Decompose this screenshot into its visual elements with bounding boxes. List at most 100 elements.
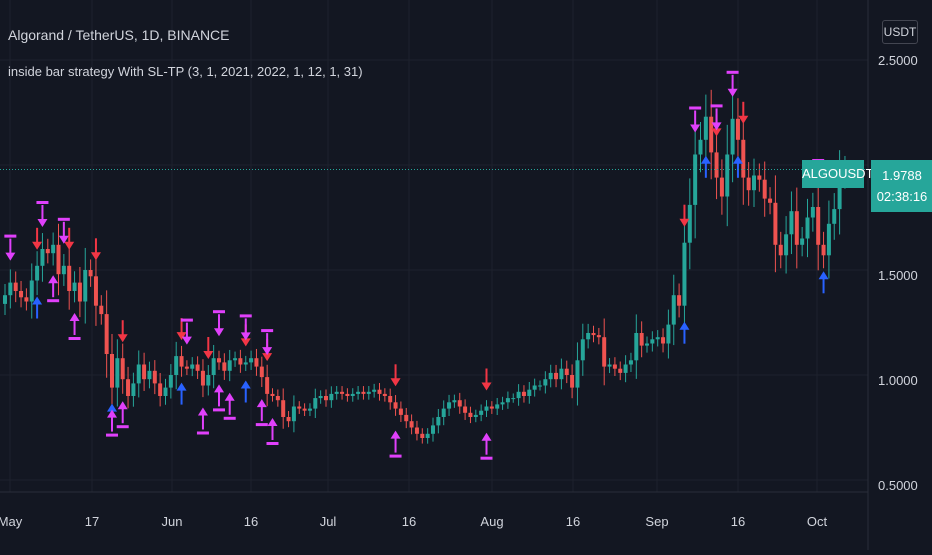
candle-body bbox=[270, 393, 275, 396]
candle bbox=[538, 380, 542, 391]
candle bbox=[270, 388, 275, 402]
candle-body bbox=[318, 396, 323, 399]
x-tick-label: Sep bbox=[645, 514, 669, 529]
strategy-level-marker bbox=[213, 310, 225, 314]
candle bbox=[794, 187, 799, 269]
buy-signal-arrow bbox=[32, 296, 43, 319]
exit-signal-arrow bbox=[267, 418, 278, 440]
candle-body bbox=[350, 393, 355, 396]
candle-body bbox=[19, 291, 24, 298]
candle bbox=[238, 349, 243, 373]
x-tick-label: May bbox=[0, 514, 23, 529]
candle-body bbox=[211, 358, 216, 375]
candle bbox=[495, 397, 500, 416]
candle-body bbox=[297, 406, 302, 409]
candle-body bbox=[222, 362, 227, 371]
candle bbox=[800, 227, 805, 257]
candle-body bbox=[826, 223, 831, 256]
candle-body bbox=[741, 139, 746, 178]
candle-body bbox=[45, 249, 50, 254]
candle-body bbox=[800, 238, 805, 245]
candle bbox=[217, 350, 221, 370]
candle-body bbox=[56, 244, 61, 275]
x-tick-label: Aug bbox=[480, 514, 504, 529]
candle bbox=[489, 401, 494, 414]
candle-body bbox=[414, 427, 419, 434]
candle-body bbox=[773, 202, 778, 245]
candle-body bbox=[409, 421, 414, 428]
candle-body bbox=[227, 360, 232, 371]
candle bbox=[254, 348, 259, 376]
candle-body bbox=[837, 175, 842, 210]
candle bbox=[77, 267, 82, 318]
candle bbox=[281, 388, 286, 429]
candle-body bbox=[538, 385, 542, 387]
candle-body bbox=[243, 362, 248, 365]
candle bbox=[324, 389, 328, 407]
candle-body bbox=[51, 244, 56, 254]
candle bbox=[334, 386, 339, 400]
candle bbox=[404, 407, 409, 429]
candle-body bbox=[436, 417, 441, 426]
candle bbox=[345, 388, 350, 402]
sell-signal-arrow bbox=[390, 364, 401, 387]
candle-body bbox=[784, 234, 789, 256]
candle-body bbox=[329, 393, 334, 401]
candle bbox=[666, 309, 671, 359]
sell-signal-arrow bbox=[203, 337, 214, 359]
candle bbox=[725, 124, 730, 227]
exit-signal-arrow bbox=[58, 221, 69, 244]
candle-body bbox=[275, 396, 280, 401]
strategy-level-marker bbox=[180, 318, 193, 322]
candle-body bbox=[147, 370, 152, 380]
candle-body bbox=[709, 116, 714, 153]
strategy-level-marker bbox=[106, 433, 118, 437]
candle bbox=[580, 323, 585, 376]
candle-body bbox=[24, 297, 29, 302]
candle-body bbox=[591, 333, 596, 336]
candle bbox=[99, 295, 104, 325]
candle bbox=[602, 318, 607, 386]
exit-signal-arrow bbox=[107, 409, 117, 432]
y-tick-label: 2.5000 bbox=[878, 53, 918, 68]
candle-body bbox=[719, 177, 724, 197]
x-tick-label: 16 bbox=[565, 514, 581, 529]
candle-body bbox=[516, 391, 521, 399]
candle-body bbox=[816, 207, 821, 245]
exit-signal-arrow bbox=[117, 401, 128, 424]
candle bbox=[575, 342, 580, 406]
candle bbox=[259, 356, 264, 388]
candle-body bbox=[698, 139, 703, 155]
candle-body bbox=[778, 244, 783, 256]
currency-button[interactable]: USDT bbox=[882, 20, 918, 44]
exit-signal-arrow bbox=[48, 275, 59, 298]
candle-body bbox=[115, 358, 120, 388]
candle bbox=[168, 364, 173, 399]
candle bbox=[3, 284, 7, 316]
strategy-level-marker bbox=[223, 416, 236, 420]
candle-body bbox=[158, 383, 163, 396]
candle bbox=[746, 162, 751, 206]
exit-signal-arrow bbox=[214, 384, 224, 407]
indicator-legend[interactable]: inside bar strategy With SL-TP (3, 1, 20… bbox=[8, 64, 363, 79]
candle-body bbox=[484, 406, 489, 411]
candle-body bbox=[511, 398, 516, 400]
candle-body bbox=[313, 398, 318, 409]
candle bbox=[709, 89, 714, 180]
candle bbox=[414, 420, 419, 441]
candle bbox=[479, 404, 484, 422]
candle-body bbox=[794, 211, 799, 245]
candle-body bbox=[527, 389, 532, 396]
candle bbox=[719, 159, 724, 215]
exit-signal-arrow bbox=[711, 108, 722, 131]
candle-body bbox=[217, 358, 221, 363]
candle bbox=[131, 372, 136, 407]
candle bbox=[607, 358, 612, 374]
candle bbox=[650, 331, 655, 352]
candle-body bbox=[725, 154, 730, 197]
candle-body bbox=[233, 358, 238, 361]
candle-body bbox=[687, 204, 692, 243]
strategy-level-marker bbox=[57, 217, 70, 221]
